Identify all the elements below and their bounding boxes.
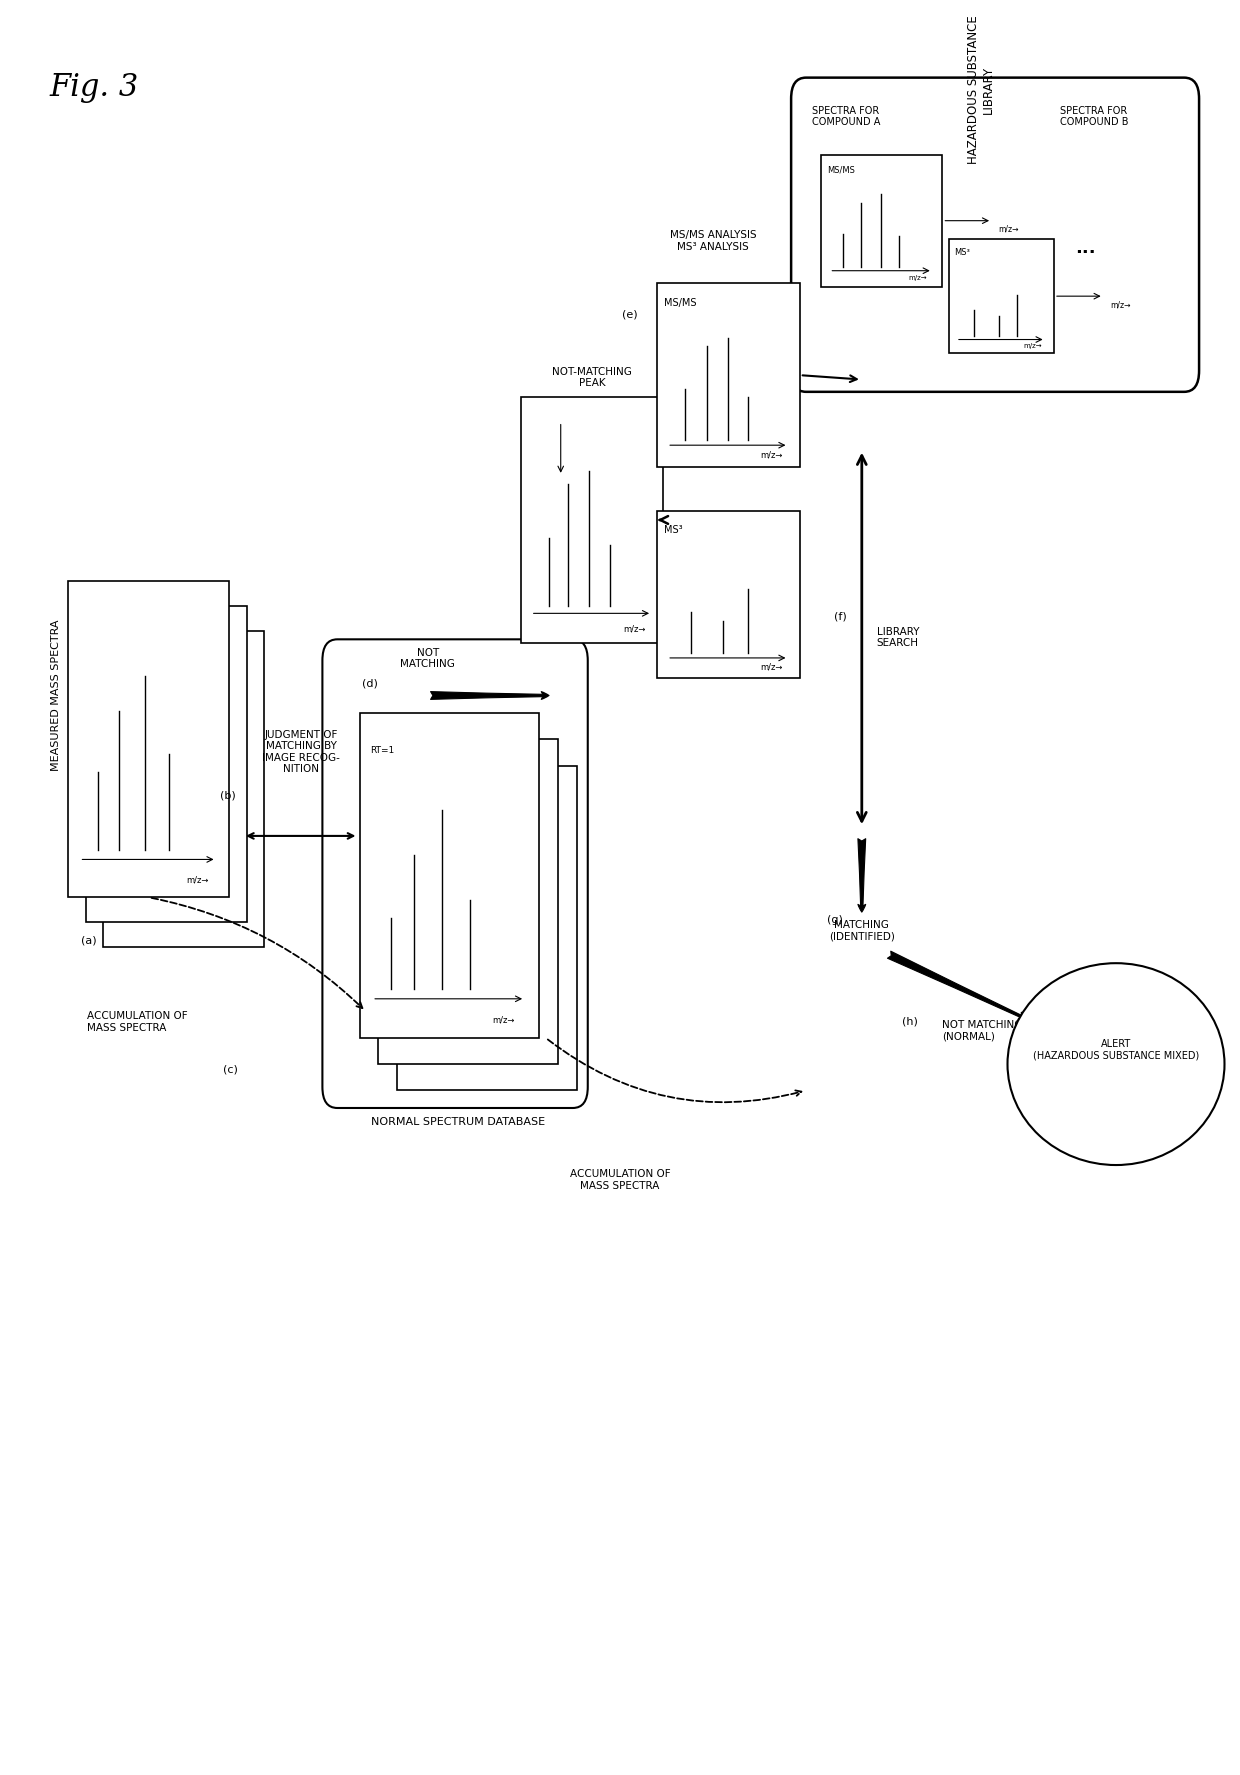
Text: m/z→: m/z→ — [186, 875, 208, 884]
FancyBboxPatch shape — [360, 714, 539, 1038]
Text: m/z→: m/z→ — [909, 275, 928, 280]
Text: m/z→: m/z→ — [760, 451, 782, 460]
Text: MS/MS: MS/MS — [827, 165, 854, 174]
Text: m/z→: m/z→ — [492, 1015, 515, 1024]
Ellipse shape — [1007, 964, 1225, 1164]
Text: m/z→: m/z→ — [1110, 300, 1131, 309]
Text: m/z→: m/z→ — [624, 625, 646, 634]
FancyBboxPatch shape — [821, 154, 942, 286]
FancyBboxPatch shape — [949, 240, 1054, 353]
Text: m/z→: m/z→ — [760, 662, 782, 671]
FancyBboxPatch shape — [657, 282, 800, 467]
Text: Fig. 3: Fig. 3 — [50, 73, 139, 103]
FancyBboxPatch shape — [657, 511, 800, 678]
Text: ACCUMULATION OF
MASS SPECTRA: ACCUMULATION OF MASS SPECTRA — [87, 1012, 187, 1033]
Text: SPECTRA FOR
COMPOUND B: SPECTRA FOR COMPOUND B — [1060, 106, 1128, 128]
Text: RT=1: RT=1 — [371, 746, 394, 754]
FancyBboxPatch shape — [68, 582, 229, 898]
Text: (a): (a) — [81, 935, 97, 946]
Text: NOT-MATCHING
PEAK: NOT-MATCHING PEAK — [552, 367, 632, 389]
Text: SPECTRA FOR
COMPOUND A: SPECTRA FOR COMPOUND A — [812, 106, 880, 128]
Text: JUDGMENT OF
MATCHING BY
IMAGE RECOG-
NITION: JUDGMENT OF MATCHING BY IMAGE RECOG- NIT… — [263, 730, 340, 774]
Text: MEASURED MASS SPECTRA: MEASURED MASS SPECTRA — [51, 619, 61, 772]
Text: ...: ... — [1075, 240, 1095, 257]
Text: m/z→: m/z→ — [998, 225, 1019, 234]
Text: NOT MATCHING
(NORMAL): NOT MATCHING (NORMAL) — [942, 1021, 1023, 1042]
Text: NOT
MATCHING: NOT MATCHING — [401, 648, 455, 669]
Text: MS³: MS³ — [665, 525, 683, 534]
Text: (e): (e) — [622, 309, 639, 320]
Text: HAZARDOUS SUBSTANCE
LIBRARY: HAZARDOUS SUBSTANCE LIBRARY — [967, 16, 994, 165]
Text: MS/MS: MS/MS — [665, 298, 697, 307]
Text: (d): (d) — [362, 678, 378, 689]
Text: (f): (f) — [835, 612, 847, 621]
Text: MATCHING
(IDENTIFIED): MATCHING (IDENTIFIED) — [828, 919, 895, 943]
FancyBboxPatch shape — [521, 398, 663, 643]
Text: NORMAL SPECTRUM DATABASE: NORMAL SPECTRUM DATABASE — [371, 1116, 546, 1127]
FancyBboxPatch shape — [397, 765, 577, 1090]
FancyBboxPatch shape — [791, 78, 1199, 392]
Text: (c): (c) — [223, 1063, 238, 1074]
Text: (g): (g) — [827, 914, 843, 925]
Text: LIBRARY
SEARCH: LIBRARY SEARCH — [877, 627, 919, 648]
Text: ALERT
(HAZARDOUS SUBSTANCE MIXED): ALERT (HAZARDOUS SUBSTANCE MIXED) — [1033, 1040, 1199, 1061]
Text: MS³: MS³ — [954, 249, 970, 257]
FancyBboxPatch shape — [103, 630, 264, 946]
Text: m/z→: m/z→ — [1023, 343, 1043, 348]
Text: (h): (h) — [901, 1017, 918, 1026]
Text: MS/MS ANALYSIS
MS³ ANALYSIS: MS/MS ANALYSIS MS³ ANALYSIS — [670, 231, 756, 252]
Text: ACCUMULATION OF
MASS SPECTRA: ACCUMULATION OF MASS SPECTRA — [569, 1170, 671, 1191]
FancyBboxPatch shape — [86, 605, 247, 921]
FancyBboxPatch shape — [378, 740, 558, 1063]
FancyBboxPatch shape — [322, 639, 588, 1108]
Text: (b): (b) — [219, 790, 236, 801]
